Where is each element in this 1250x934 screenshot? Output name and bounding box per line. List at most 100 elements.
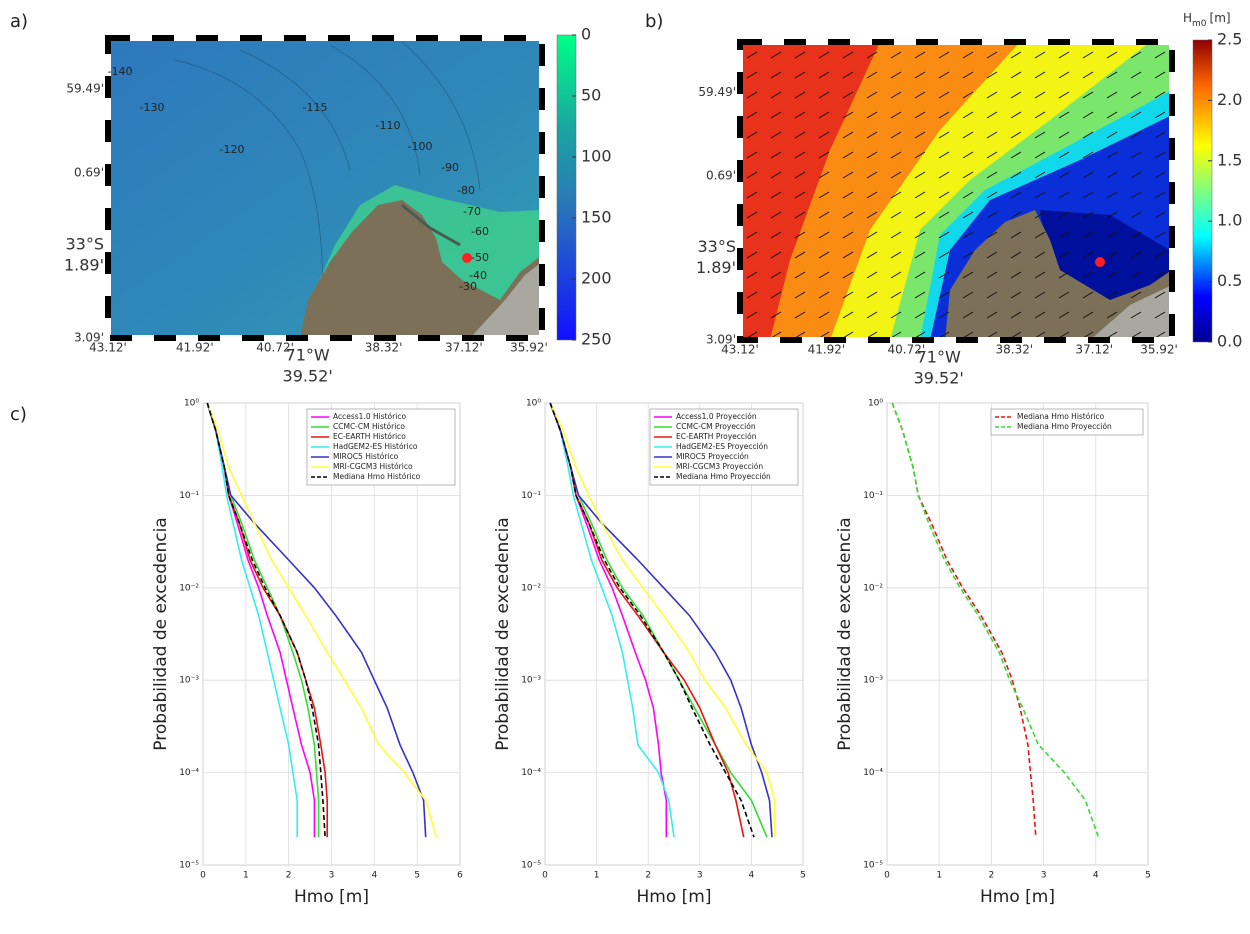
arrow	[938, 271, 950, 279]
arrow	[1154, 51, 1166, 59]
arrow	[1106, 311, 1118, 319]
x-tick-label: 40.72'	[256, 341, 294, 355]
arrow	[818, 251, 830, 259]
arrow	[866, 91, 878, 99]
y-tick-label: 10⁻⁴	[521, 768, 541, 778]
arrow	[1058, 111, 1070, 119]
x-tick-label: 2	[286, 871, 292, 881]
x-axis-label: Hmo [m]	[637, 887, 712, 907]
arrow	[1034, 131, 1046, 139]
arrow	[770, 311, 782, 319]
arrow	[1130, 171, 1142, 179]
arrow	[1058, 171, 1070, 179]
arrow	[962, 311, 974, 319]
legend-label: MRI-CGCM3 Proyección	[676, 462, 763, 471]
arrow	[794, 151, 806, 159]
arrow	[842, 291, 854, 299]
arrow	[938, 231, 950, 239]
arrow	[890, 191, 902, 199]
contour-label: -90	[441, 161, 459, 174]
arrow	[962, 51, 974, 59]
arrow	[1106, 191, 1118, 199]
arrow	[794, 271, 806, 279]
x-axis-label: 71°W	[286, 346, 330, 365]
site-marker	[462, 253, 472, 263]
arrow	[1034, 211, 1046, 219]
arrow	[938, 71, 950, 79]
arrow	[914, 311, 926, 319]
colorbar-tick-label: 1.0	[1217, 211, 1242, 230]
arrow	[1130, 211, 1142, 219]
arrow	[818, 291, 830, 299]
arrow	[770, 71, 782, 79]
x-tick-label: 5	[1145, 871, 1151, 881]
contour-label: -120	[220, 143, 245, 156]
series-line	[549, 402, 773, 838]
arrow	[770, 211, 782, 219]
arrow	[818, 131, 830, 139]
arrow	[818, 191, 830, 199]
arrow	[890, 71, 902, 79]
arrow	[1082, 51, 1094, 59]
arrow	[1130, 151, 1142, 159]
arrow	[794, 171, 806, 179]
panel-label: b)	[645, 11, 663, 32]
arrow	[1010, 311, 1022, 319]
arrow	[890, 251, 902, 259]
contour-label: -70	[463, 205, 481, 218]
arrow	[866, 111, 878, 119]
panel-label: c)	[10, 404, 27, 425]
x-tick-label: 2	[645, 871, 651, 881]
arrow	[818, 51, 830, 59]
arrow	[1010, 211, 1022, 219]
arrow	[1130, 191, 1142, 199]
arrow	[1106, 271, 1118, 279]
arrow	[890, 91, 902, 99]
series-line	[206, 402, 438, 838]
arrow	[1058, 291, 1070, 299]
arrow	[914, 171, 926, 179]
arrow	[770, 271, 782, 279]
x-tick-label: 43.12'	[721, 343, 759, 357]
arrow	[1130, 231, 1142, 239]
y-tick-label: 10⁻⁵	[521, 861, 541, 871]
arrow	[986, 191, 998, 199]
x-tick-label: 0	[884, 871, 890, 881]
arrow	[866, 291, 878, 299]
arrow	[962, 91, 974, 99]
series-line	[206, 402, 298, 838]
legend-box	[306, 408, 456, 486]
legend-box	[649, 408, 799, 486]
arrow	[770, 251, 782, 259]
arrow	[746, 171, 758, 179]
arrow	[1130, 271, 1142, 279]
series-line	[891, 402, 1037, 838]
y-tick-label: 59.49'	[698, 85, 736, 99]
legend-label: CCMC-CM Proyección	[676, 422, 756, 431]
legend-box	[990, 408, 1144, 436]
arrow	[842, 211, 854, 219]
contour-label: -140	[108, 65, 133, 78]
arrow	[1034, 191, 1046, 199]
arrow	[986, 151, 998, 159]
plot-area	[886, 402, 1149, 866]
arrow	[938, 151, 950, 159]
y-tick-label: 10⁻³	[863, 676, 883, 686]
arrow	[746, 71, 758, 79]
arrow	[866, 231, 878, 239]
x-tick-label: 40.72'	[887, 343, 925, 357]
arrow	[962, 271, 974, 279]
colorbar-tick-label: 50	[581, 86, 601, 105]
arrow	[866, 131, 878, 139]
arrow	[914, 91, 926, 99]
arrow	[938, 311, 950, 319]
arrow	[866, 191, 878, 199]
legend-label: Mediana Hmo Histórico	[333, 472, 421, 481]
legend-label: CCMC-CM Histórico	[333, 422, 405, 431]
x-axis-label: Hmo [m]	[294, 887, 369, 907]
arrow	[770, 131, 782, 139]
arrow	[746, 251, 758, 259]
y-tick-label: 10⁻³	[521, 676, 541, 686]
colorbar-tick-label: 0	[581, 25, 591, 44]
arrow	[1106, 131, 1118, 139]
